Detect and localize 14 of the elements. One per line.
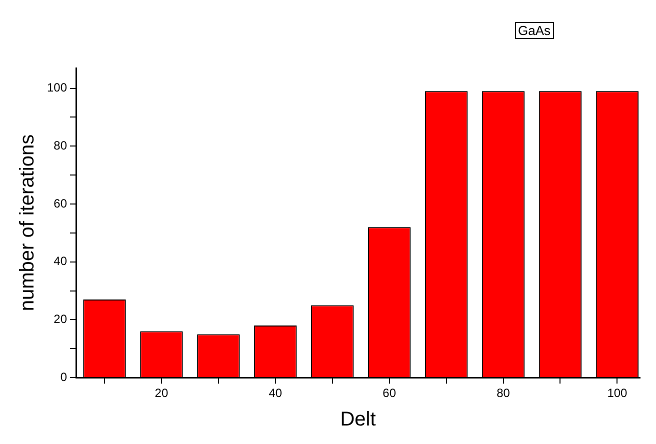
x-tick-label: 80 [496,386,510,400]
y-tick-label: 60 [54,196,68,210]
y-axis-title: number of iterations [16,134,39,312]
y-tick-label: 80 [54,138,68,152]
y-tick-label: 20 [54,312,68,326]
x-tick-label: 20 [154,386,168,400]
text: GaAs [515,22,554,39]
x-tick-label: 60 [382,386,396,400]
x-axis-title: Delt [340,408,376,431]
y-tick-label: 40 [54,254,68,268]
x-tick-label: 40 [268,386,282,400]
x-tick-label: 100 [607,386,628,400]
y-tick-label: 0 [60,370,68,384]
y-tick-label: 100 [46,80,68,95]
